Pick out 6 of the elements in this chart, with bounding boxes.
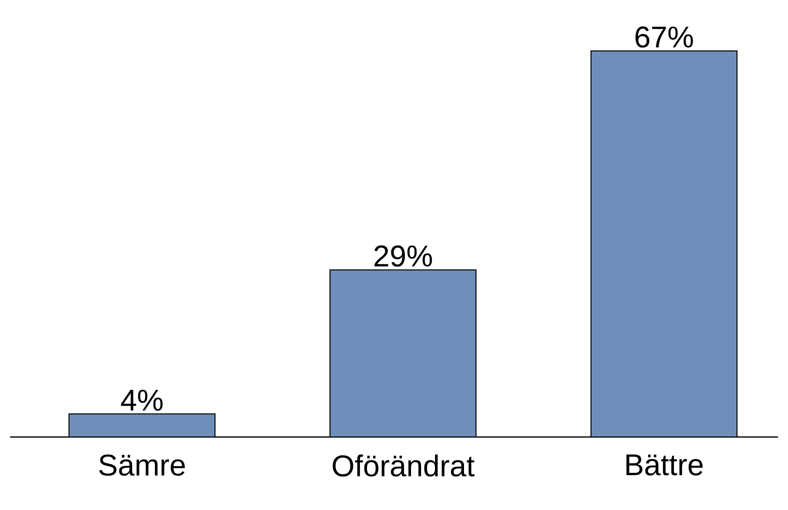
data-label: 67% — [636, 26, 693, 48]
data-label: 29% — [374, 245, 432, 267]
data-label: 4% — [121, 390, 163, 411]
x-tick-label: Sämre — [99, 454, 185, 476]
x-tick-label: Bättre — [626, 454, 703, 476]
x-tick-label: Oförändrat — [332, 454, 474, 477]
